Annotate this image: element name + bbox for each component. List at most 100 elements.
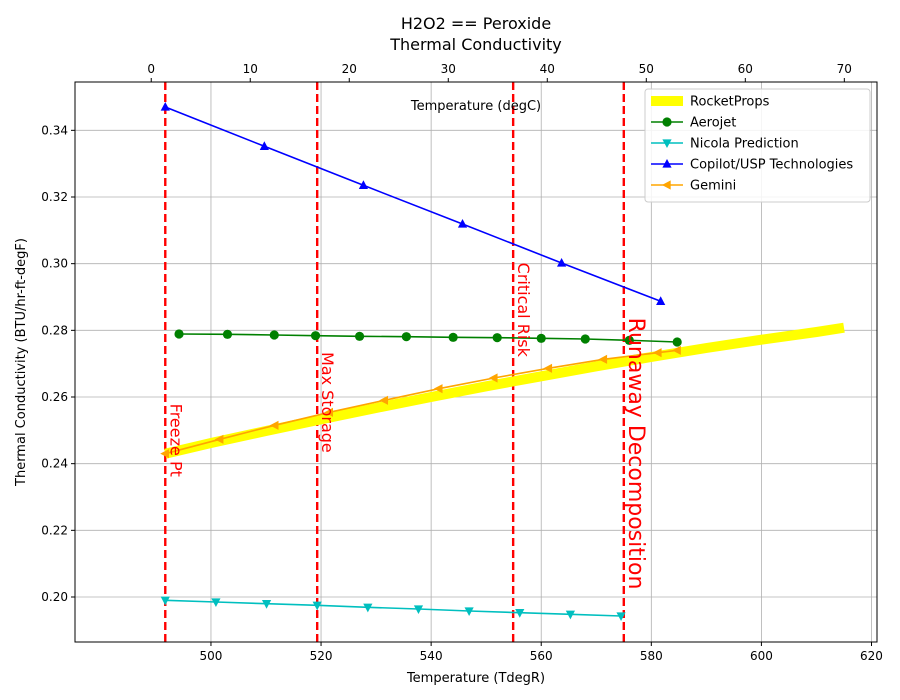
y-tick-label: 0.22 (41, 523, 68, 537)
x-tick-label: 540 (420, 649, 443, 663)
data-point (598, 354, 608, 364)
data-point (261, 599, 272, 609)
y-tick-label: 0.34 (41, 123, 68, 137)
data-point (624, 335, 634, 345)
data-point (662, 158, 672, 168)
data-point (652, 348, 662, 358)
data-point (312, 601, 322, 611)
data-point (324, 407, 333, 417)
data-point (259, 141, 269, 151)
data-point (222, 329, 233, 339)
y-tick-label: 0.20 (41, 590, 68, 604)
y-tick-label: 0.24 (41, 457, 68, 471)
x-tick-label: 620 (860, 649, 883, 663)
legend: RocketProps Aerojet Nicola Prediction Copil… (644, 88, 871, 203)
legend-label: Nicola Prediction (690, 137, 799, 152)
data-point (464, 607, 474, 617)
x2-tick-label: 50 (639, 62, 654, 76)
legend-box (644, 88, 871, 203)
x2-axis-label: Temperature (degC) (410, 99, 541, 114)
x2-tick-label: 70 (837, 62, 852, 76)
legend-label: RocketProps (690, 95, 770, 110)
y-tick-label: 0.30 (41, 257, 68, 271)
data-point (672, 345, 681, 355)
x-tick-label: 600 (750, 649, 773, 663)
data-point (269, 420, 279, 430)
data-point (662, 117, 672, 127)
series-copilot-usp-technologies (160, 101, 666, 306)
legend-label: Copilot/USP Technologies (690, 158, 853, 173)
series-line (165, 599, 622, 617)
legend-entry: Copilot/USP Technologies (651, 158, 853, 173)
threshold-label: Max Storage (318, 352, 337, 453)
series-gemini (160, 345, 681, 459)
grid-lines (75, 82, 877, 642)
axes: 500 520 540 560 580 600 620 0 10 20 30 40 50 60 70 0.20… (41, 62, 883, 663)
chart-subtitle: Thermal Conductivity (389, 35, 562, 54)
data-point (433, 384, 443, 394)
data-point (160, 101, 170, 111)
legend-label: Gemini (690, 179, 736, 194)
data-point (448, 332, 458, 342)
x2-tick-label: 30 (441, 62, 456, 76)
legend-label: Aerojet (690, 116, 736, 131)
data-point (310, 331, 321, 341)
series-line (165, 106, 661, 303)
plot-series (160, 101, 845, 622)
data-point (401, 332, 411, 342)
data-point (211, 598, 221, 608)
data-point (354, 331, 365, 341)
x-tick-label: 500 (200, 649, 223, 663)
data-point (457, 218, 468, 228)
y-tick-label: 0.26 (41, 390, 68, 404)
y-axis-label: Thermal Conductivity (BTU/hr-ft-degF) (14, 238, 29, 487)
x2-tick-label: 20 (342, 62, 357, 76)
data-point (358, 180, 369, 190)
data-point (413, 605, 424, 615)
data-point (565, 610, 576, 620)
data-point (672, 337, 682, 347)
x2-tick-label: 40 (540, 62, 555, 76)
series-aerojet (174, 329, 682, 347)
x2-tick-label: 0 (147, 62, 155, 76)
data-point (616, 612, 626, 622)
data-point (363, 603, 373, 613)
data-point (661, 180, 671, 190)
y-tick-label: 0.28 (41, 323, 68, 337)
threshold-label: Runaway Decomposition (623, 318, 648, 590)
data-point (160, 449, 169, 459)
threshold-label: Critical Risk (514, 263, 533, 358)
x2-tick-label: 60 (738, 62, 753, 76)
data-point (536, 333, 546, 343)
data-point (580, 334, 590, 344)
legend-entry: Nicola Prediction (651, 137, 799, 152)
legend-entry: Gemini (651, 179, 736, 194)
series-line (164, 322, 845, 459)
series-line (178, 333, 678, 343)
x-tick-label: 580 (640, 649, 663, 663)
data-point (662, 139, 672, 149)
data-point (556, 257, 567, 267)
legend-entry: Aerojet (651, 116, 736, 131)
plot-frame (74, 81, 878, 643)
data-point (379, 395, 389, 405)
data-point (160, 596, 170, 606)
data-point (492, 333, 502, 343)
x2-tick-label: 10 (243, 62, 258, 76)
x-tick-label: 520 (310, 649, 333, 663)
legend-entry: RocketProps (651, 95, 770, 110)
y-tick-label: 0.32 (41, 190, 68, 204)
x-axis-label: Temperature (TdegR) (406, 671, 545, 686)
data-point (515, 608, 525, 618)
data-point (488, 373, 498, 383)
data-point (174, 329, 184, 339)
chart-title: H2O2 == Peroxide (401, 14, 551, 33)
threshold-labels: Freeze Pt Max Storage Critical Risk Runaway… (166, 263, 648, 590)
data-point (214, 434, 224, 444)
data-point (656, 296, 666, 306)
threshold-label: Freeze Pt (166, 404, 185, 477)
data-point (269, 330, 279, 340)
x-tick-label: 560 (530, 649, 553, 663)
data-point (543, 363, 553, 373)
